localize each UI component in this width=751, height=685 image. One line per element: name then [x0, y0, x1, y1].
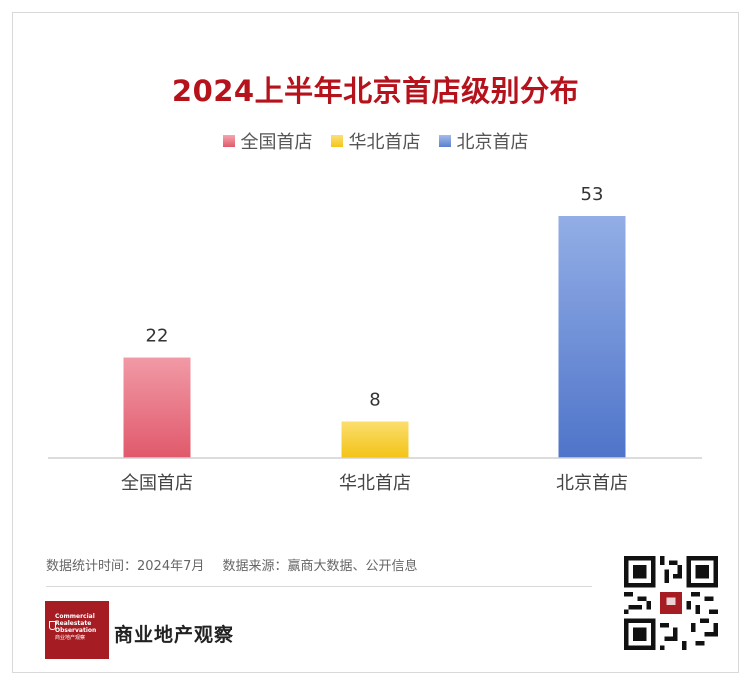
legend-item-2: 北京首店	[438, 128, 529, 154]
x-tick-label-2: 北京首店	[556, 473, 628, 494]
legend-item-0: 全国首店	[222, 128, 313, 154]
bar-0	[123, 357, 191, 458]
x-tick-label-0: 全国首店	[121, 473, 193, 494]
x-tick-label-1: 华北首店	[339, 473, 411, 494]
legend-swatch-1	[330, 135, 343, 147]
legend-label-0: 全国首店	[240, 132, 313, 153]
logo-seal-icon	[49, 621, 56, 630]
data-label-0: 22	[146, 326, 169, 347]
chart-legend: 全国首店 华北首店 北京首店	[0, 128, 751, 154]
legend-swatch-2	[438, 135, 451, 147]
chart-title: 2024上半年北京首店级别分布	[171, 74, 580, 108]
legend-item-1: 华北首店	[330, 128, 421, 154]
qr-code-icon	[624, 556, 718, 650]
footer-note: 数据统计时间：2024年7月 数据来源：赢商大数据、公开信息	[46, 555, 432, 574]
brand-name: 商业地产观察	[114, 624, 235, 646]
bar-2	[558, 216, 626, 458]
data-label-1: 8	[369, 389, 380, 410]
stat-time-text: 数据统计时间：2024年7月	[46, 559, 205, 574]
source-text: 数据来源：赢商大数据、公开信息	[222, 559, 418, 574]
legend-label-2: 北京首店	[456, 132, 529, 153]
footer-divider	[46, 586, 592, 587]
data-label-2: 53	[581, 184, 604, 205]
legend-label-1: 华北首店	[348, 132, 421, 153]
legend-swatch-0	[222, 135, 235, 147]
brand-logo: Commercial Realestate Observation 商业地产观察	[45, 601, 109, 659]
bar-1	[341, 421, 409, 458]
bar-chart: 22 全国首店 8 华北首店 53 北京首店	[48, 184, 702, 494]
